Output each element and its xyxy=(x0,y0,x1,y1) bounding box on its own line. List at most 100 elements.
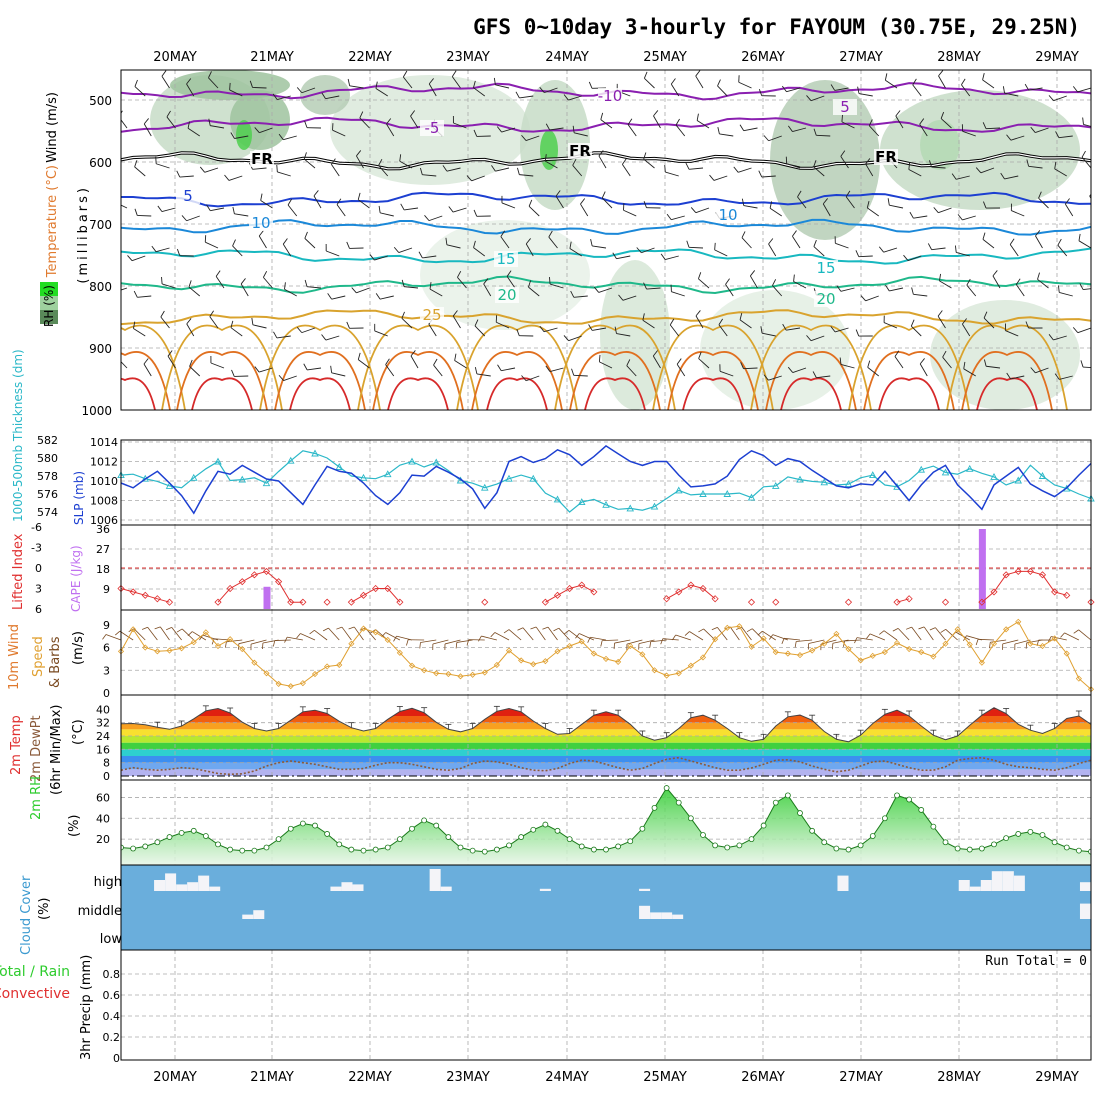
cape-tick-label: 36 xyxy=(96,523,110,536)
precip-tick-label: 0.8 xyxy=(103,968,121,981)
thickness-tick-label: 576 xyxy=(37,488,58,501)
rh-point xyxy=(143,844,148,849)
wind-barb-flag xyxy=(104,245,108,251)
thickness-tick-label: 578 xyxy=(37,470,58,483)
rh-point xyxy=(216,842,221,847)
rh-point xyxy=(385,845,390,850)
rh-point xyxy=(798,811,803,816)
cloud-high-bar xyxy=(341,882,352,891)
rh-point xyxy=(846,847,851,852)
cape-bar xyxy=(979,529,986,609)
rh-point xyxy=(482,849,487,854)
cloud-middle-bar xyxy=(242,915,253,919)
rh-point xyxy=(822,840,827,845)
rh-point xyxy=(810,828,815,833)
wind-barb-flag xyxy=(162,277,163,284)
bottom-date-label: 28MAY xyxy=(937,1070,981,1085)
rh-point xyxy=(1040,832,1045,837)
pressure-tick-label: 800 xyxy=(89,280,112,294)
rh-point xyxy=(834,846,839,851)
slp-tick-label: 1008 xyxy=(90,495,118,508)
bottom-date-label: 29MAY xyxy=(1035,1070,1079,1085)
wind-background xyxy=(121,610,1091,695)
rh-point xyxy=(955,846,960,851)
rh-tick-label: 40 xyxy=(96,812,110,825)
wind-barb-flag xyxy=(715,243,716,250)
contour-label: -5 xyxy=(425,119,440,137)
cloud-category-label: middle xyxy=(78,904,122,919)
cape-bar xyxy=(264,587,271,609)
wind10m-barb-flag xyxy=(115,631,120,635)
wind-barb-flag xyxy=(665,165,666,172)
bottom-date-label: 23MAY xyxy=(446,1070,490,1085)
rh-shading xyxy=(880,90,1080,210)
rh-point xyxy=(943,840,948,845)
cloud-high-bar xyxy=(959,880,970,891)
cloud-high-bar xyxy=(639,889,650,891)
wind-ylabel-units: (m/s) xyxy=(71,631,86,665)
cloud-ylabel-units: (%) xyxy=(37,898,52,921)
rh-point xyxy=(1016,831,1021,836)
rh-point xyxy=(373,847,378,852)
cloud-high-bar xyxy=(441,887,452,891)
cloud-middle-bar xyxy=(672,915,683,919)
wind-barb-flag xyxy=(549,277,550,284)
rh-point xyxy=(895,793,900,798)
wind-barb xyxy=(107,326,121,328)
rh-point xyxy=(640,826,645,831)
contour-label: 25 xyxy=(422,306,441,324)
bottom-date-label: 20MAY xyxy=(153,1070,197,1085)
rh-point xyxy=(761,823,766,828)
cloud-category-label: high xyxy=(94,875,122,890)
cape-tick-label: 9 xyxy=(103,583,110,596)
pressure-tick-label: 1000 xyxy=(81,404,112,418)
cloud-high-bar xyxy=(430,869,441,891)
cloud-background xyxy=(121,865,1091,950)
top-date-label: 22MAY xyxy=(348,50,392,65)
bottom-date-label: 26MAY xyxy=(741,1070,785,1085)
top-date-label: 29MAY xyxy=(1035,50,1079,65)
wind-tick-label: 3 xyxy=(103,664,110,677)
cloud-high-bar xyxy=(1014,876,1025,891)
cloud-high-bar xyxy=(1080,882,1091,891)
bottom-date-label: 21MAY xyxy=(250,1070,294,1085)
precip-background xyxy=(121,950,1091,1060)
wind-tick-label: 6 xyxy=(103,642,110,655)
temp-band xyxy=(121,743,1091,750)
rh-point xyxy=(870,834,875,839)
wind-ylabel: Wind (m/s) xyxy=(45,92,60,163)
rh-point xyxy=(519,835,524,840)
temp-tick-label: 0 xyxy=(103,770,110,783)
li-tick-label: -6 xyxy=(31,521,42,534)
rh-point xyxy=(1004,836,1009,841)
wind-ylabel-2: Speed xyxy=(31,636,46,677)
contour-label: 10 xyxy=(718,206,737,224)
rh-point xyxy=(992,842,997,847)
rh-legend-box: RH (%) xyxy=(40,282,58,327)
rh-ylabel: 2m RH xyxy=(29,776,44,820)
rh-point xyxy=(628,839,633,844)
rh-point xyxy=(446,835,451,840)
cloud-high-bar xyxy=(981,880,992,891)
contour-label: FR xyxy=(875,148,897,166)
contour-label: FR xyxy=(251,150,273,168)
temp-ylabel-3: (6hr Min/Max) xyxy=(49,705,64,795)
precip-tick-label: 0.6 xyxy=(103,989,121,1002)
wind-tick-label: 0 xyxy=(103,687,110,700)
rh-point xyxy=(131,846,136,851)
rh-point xyxy=(179,830,184,835)
rh-point xyxy=(931,824,936,829)
temp-ylabel-2: 2m DewPt xyxy=(29,715,44,782)
cloud-high-bar xyxy=(540,889,551,891)
rh-point xyxy=(458,845,463,850)
bottom-date-label: 27MAY xyxy=(839,1070,883,1085)
rh-point xyxy=(737,843,742,848)
rh-point xyxy=(591,847,596,852)
cloud-middle-bar xyxy=(1080,904,1091,919)
contour-label: FR xyxy=(569,142,591,160)
wind-barb-flag xyxy=(277,165,278,172)
rh-point xyxy=(579,844,584,849)
wind-barb xyxy=(108,83,121,88)
